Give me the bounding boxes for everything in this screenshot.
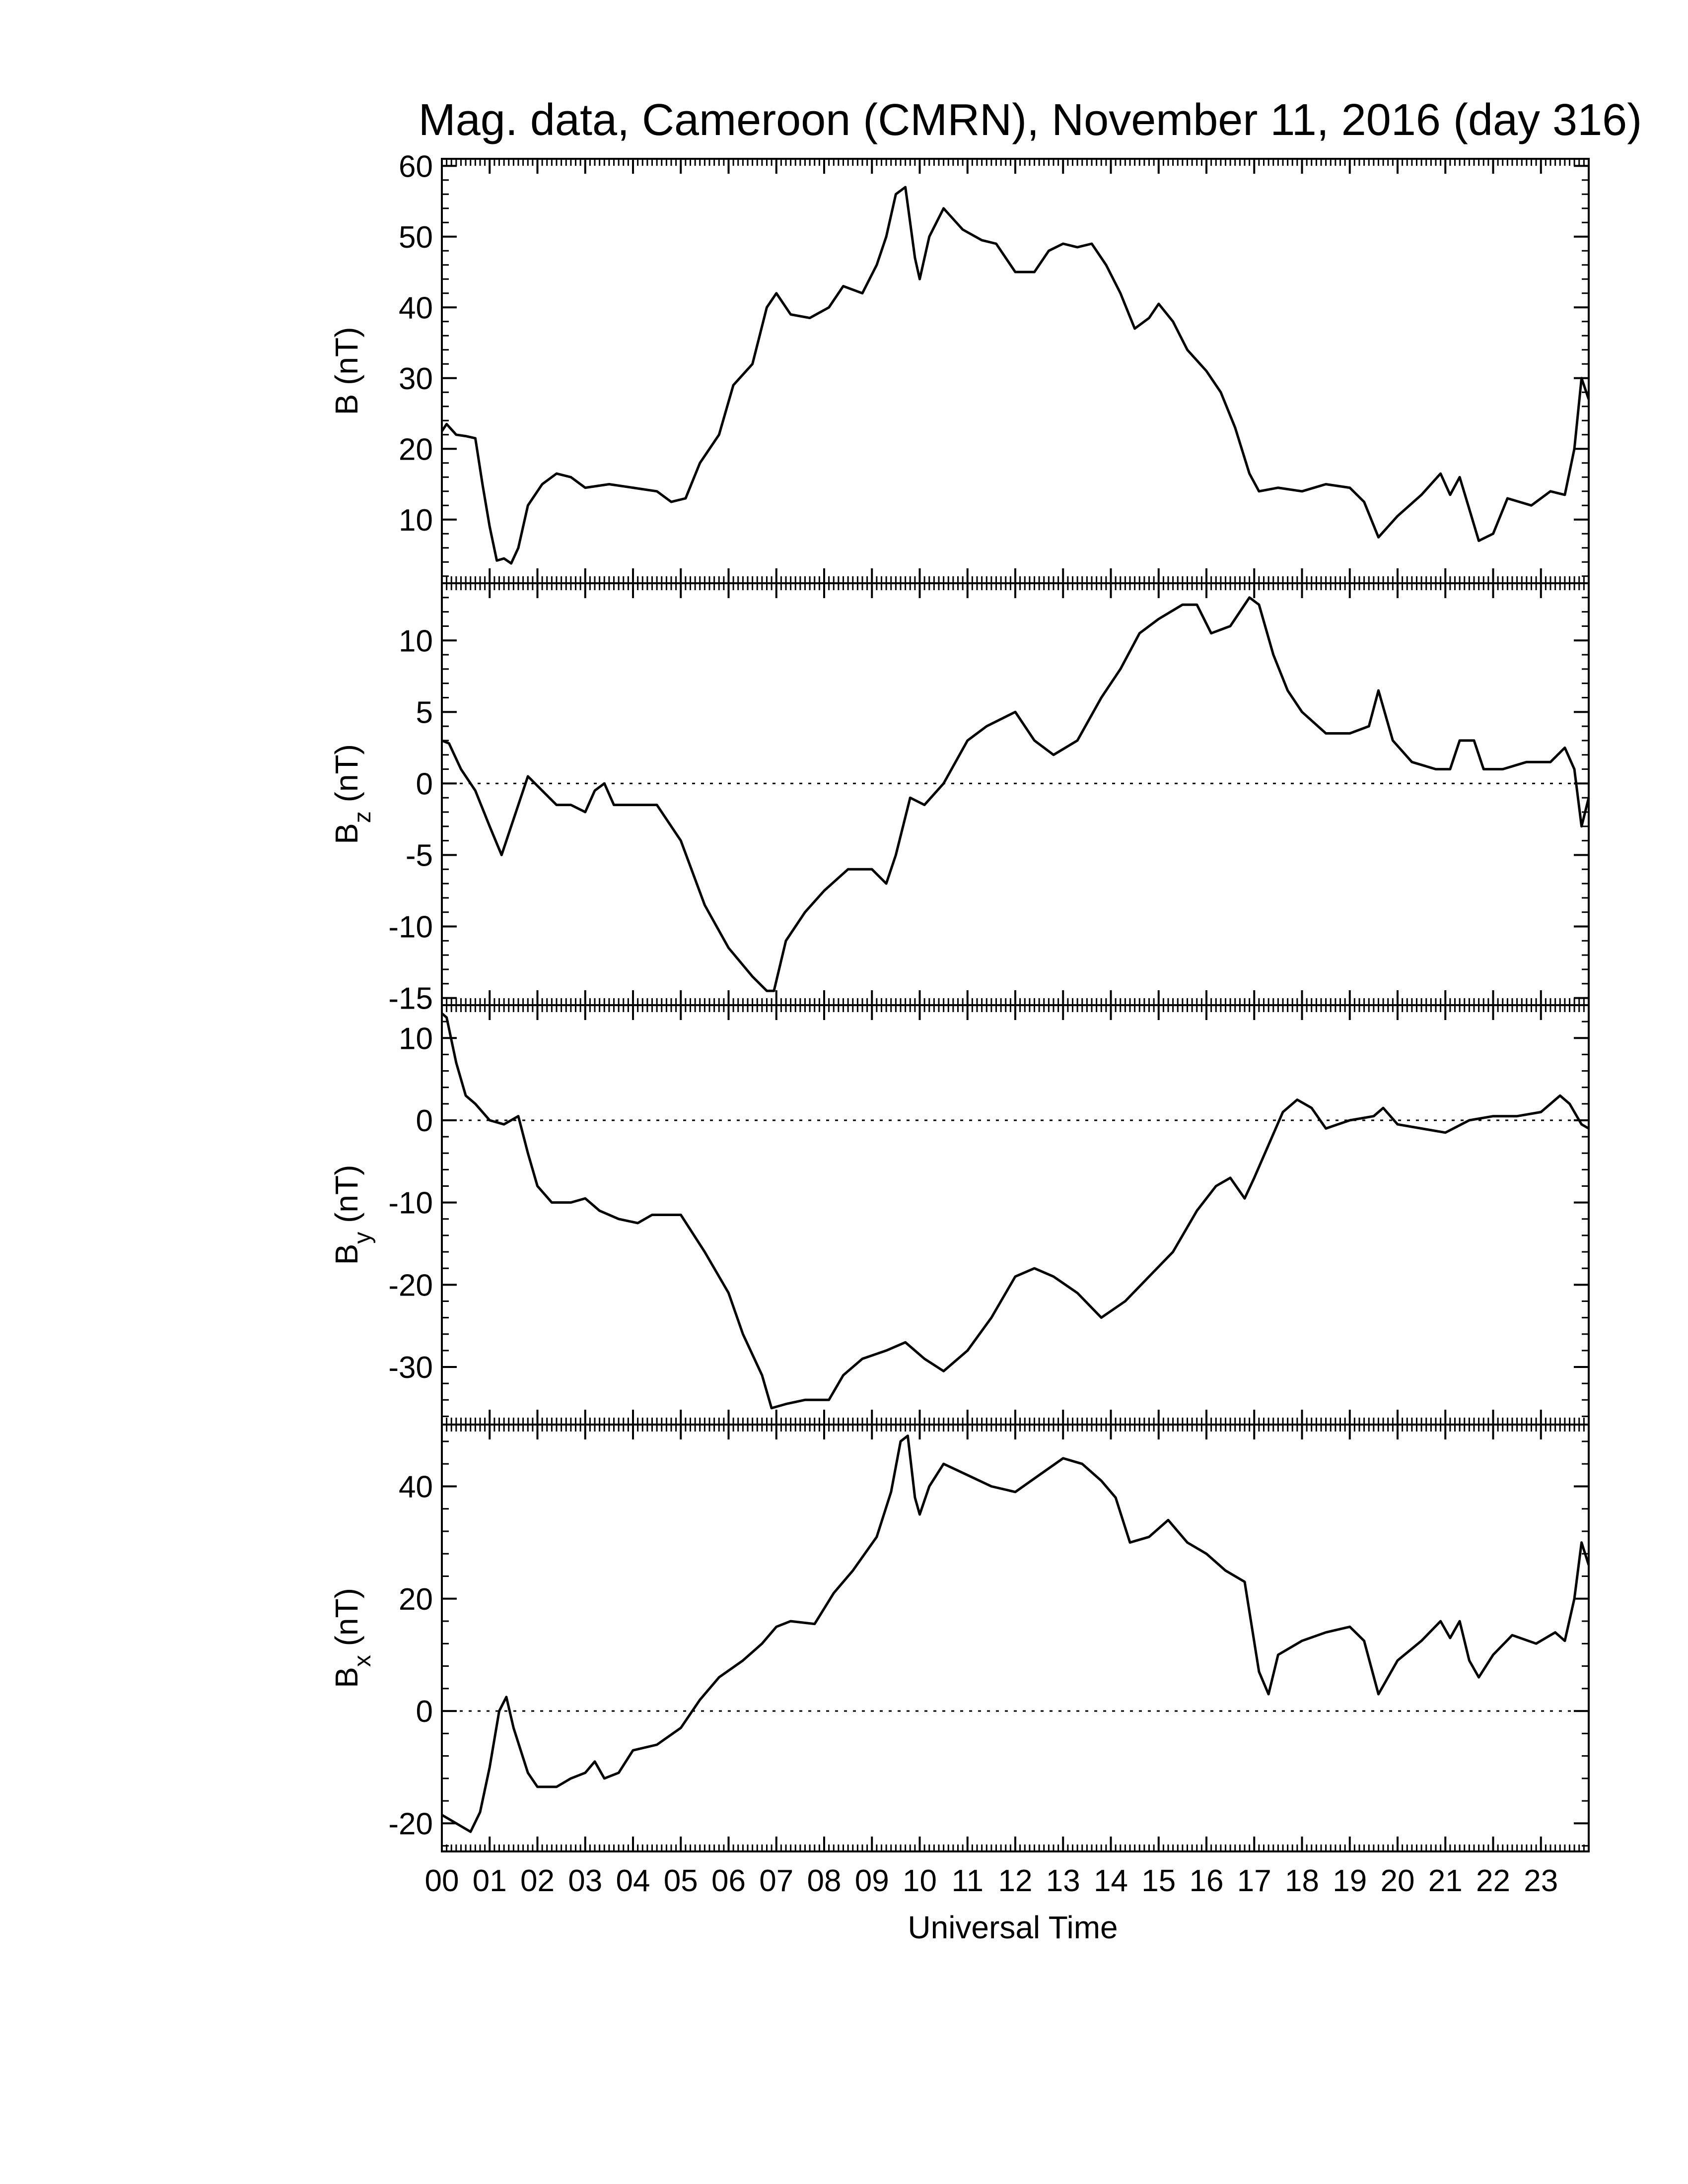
y-axis-label-Bz: Bz (nT) — [329, 744, 376, 844]
x-tick-label: 08 — [807, 1864, 842, 1898]
x-tick-label: 00 — [425, 1864, 459, 1898]
y-tick-label: 0 — [416, 1695, 433, 1729]
y-tick-label: 50 — [399, 220, 433, 255]
y-tick-label: 5 — [416, 695, 433, 730]
x-tick-label: 20 — [1381, 1864, 1415, 1898]
y-tick-label: 40 — [399, 291, 433, 325]
panels-group: 10 20 30 40 50 60 B (nT) -15 -10 -5 0 5 10 Bz (nT) -30… — [329, 149, 1590, 1852]
y-tick-label: 0 — [416, 767, 433, 801]
y-tick-label: 10 — [399, 1022, 433, 1056]
x-tick-label: 04 — [616, 1864, 650, 1898]
y-tick-label: -5 — [406, 838, 433, 873]
x-tick-label: 10 — [903, 1864, 937, 1898]
y-tick-label: 30 — [399, 362, 433, 396]
y-tick-label: -15 — [388, 982, 433, 1016]
x-tick-label: 22 — [1476, 1864, 1510, 1898]
x-tick-label: 16 — [1190, 1864, 1224, 1898]
y-tick-label: -30 — [388, 1351, 433, 1385]
x-tick-label: 17 — [1237, 1864, 1271, 1898]
x-tick-label: 05 — [664, 1864, 698, 1898]
x-tick-label: 11 — [952, 1864, 984, 1898]
y-tick-label: 60 — [399, 149, 433, 184]
y-tick-label: 10 — [399, 503, 433, 538]
x-axis-label: Universal Time — [908, 1910, 1118, 1945]
y-tick-label: -10 — [388, 910, 433, 945]
x-tick-label: 12 — [998, 1864, 1033, 1898]
y-tick-label: 40 — [399, 1470, 433, 1504]
y-tick-label: 0 — [416, 1104, 433, 1138]
series-line-By — [441, 1012, 1590, 1410]
series-line-Bz — [441, 596, 1590, 992]
y-tick-label: -10 — [388, 1186, 433, 1221]
panel-frame-Bz — [441, 582, 1590, 1006]
y-axis-label-By: By (nT) — [329, 1165, 376, 1265]
y-tick-label: 20 — [399, 1582, 433, 1617]
panel-Bx: -20 0 20 40 Bx (nT) — [329, 1424, 1590, 1852]
y-axis-label-B: B (nT) — [329, 327, 364, 415]
x-axis: 00 01 02 03 04 05 06 07 08 09 10 11 12 13 14 15 16 17 18 19… — [425, 1864, 1558, 1898]
x-tick-label: 03 — [568, 1864, 602, 1898]
panel-frame-Bx — [441, 1424, 1590, 1852]
panel-B: 10 20 30 40 50 60 B (nT) — [329, 149, 1590, 584]
x-tick-label: 13 — [1046, 1864, 1080, 1898]
y-axis-label-Bx: Bx (nT) — [329, 1588, 376, 1688]
x-tick-label: 19 — [1333, 1864, 1367, 1898]
y-tick-label: 10 — [399, 624, 433, 658]
chart-title: Mag. data, Cameroon (CMRN), November 11,… — [419, 95, 1642, 145]
x-tick-label: 15 — [1141, 1864, 1176, 1898]
x-tick-label: 01 — [473, 1864, 507, 1898]
y-tick-label: -20 — [388, 1807, 433, 1841]
x-tick-label: 21 — [1428, 1864, 1463, 1898]
series-line-B — [440, 186, 1590, 565]
x-tick-label: 06 — [711, 1864, 746, 1898]
x-tick-label: 23 — [1524, 1864, 1558, 1898]
x-tick-label: 14 — [1094, 1864, 1128, 1898]
panel-Bz: -15 -10 -5 0 5 10 Bz (nT) — [329, 582, 1590, 1016]
series-line-Bx — [441, 1434, 1590, 1833]
y-tick-label: 20 — [399, 432, 433, 467]
x-tick-label: 02 — [520, 1864, 555, 1898]
panel-frame-B — [441, 158, 1590, 584]
x-tick-label: 07 — [759, 1864, 793, 1898]
y-tick-label: -20 — [388, 1268, 433, 1302]
panel-frame-By — [441, 1004, 1590, 1426]
panel-By: -30 -20 -10 0 10 By (nT) — [329, 1004, 1590, 1426]
x-tick-label: 18 — [1285, 1864, 1319, 1898]
x-tick-label: 09 — [855, 1864, 889, 1898]
